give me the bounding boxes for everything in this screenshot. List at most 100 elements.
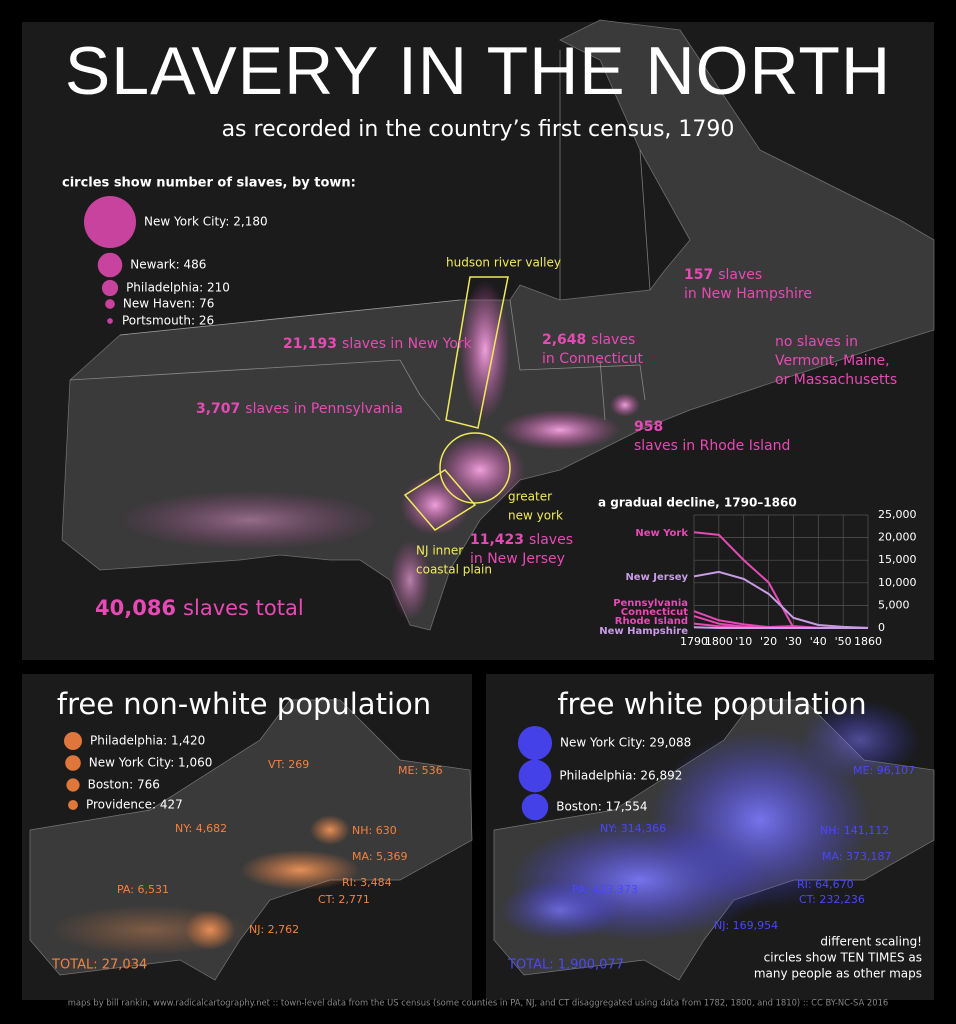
series-line bbox=[693, 570, 869, 629]
legend-circle bbox=[65, 755, 81, 771]
state-label: RI: 3,484 bbox=[342, 876, 392, 889]
state-label: ME: 536 bbox=[398, 764, 443, 777]
title: SLAVERY IN THE NORTH bbox=[65, 33, 891, 109]
annotation-text: no slaves in bbox=[775, 334, 858, 350]
total-number: 40,086 bbox=[95, 596, 176, 620]
state-label: NH: 141,112 bbox=[820, 824, 889, 837]
annotation-number: 2,648 bbox=[542, 332, 586, 348]
y-tick-label: 10,000 bbox=[878, 576, 917, 589]
annotation-text: slaves bbox=[529, 532, 573, 548]
legend-circle bbox=[521, 793, 549, 821]
legend-circle bbox=[101, 279, 119, 297]
annotation-text: slaves in Rhode Island bbox=[634, 438, 790, 454]
state-label: PA: 6,531 bbox=[117, 883, 169, 896]
region-boxes bbox=[403, 276, 511, 531]
legend-label: Philadelphia: 210 bbox=[126, 281, 230, 295]
x-tick-label: '30 bbox=[785, 635, 802, 648]
y-tick-label: 15,000 bbox=[878, 553, 917, 566]
legend-label: Philadelphia: 26,892 bbox=[559, 769, 682, 783]
legend-circle bbox=[68, 800, 78, 810]
state-label: NY: 4,682 bbox=[175, 822, 227, 835]
footer: maps by bill rankin, www.radicalcartogra… bbox=[68, 998, 888, 1008]
legend-label: Boston: 17,554 bbox=[556, 800, 647, 814]
series-label: New Hampshire bbox=[599, 626, 688, 637]
total-text: slaves total bbox=[183, 596, 304, 620]
annotation-text: in New Jersey bbox=[470, 551, 565, 567]
state-label: MA: 5,369 bbox=[352, 850, 408, 863]
y-tick-label: 5,000 bbox=[878, 598, 910, 611]
legend-circle bbox=[83, 195, 137, 249]
region-label: NJ inner bbox=[416, 544, 463, 558]
x-tick-label: 1790 bbox=[680, 635, 708, 648]
annotation-text: slaves bbox=[718, 267, 762, 283]
legend-label: Boston: 766 bbox=[88, 778, 160, 792]
white-density bbox=[500, 700, 920, 940]
annotation-text: slaves in New York bbox=[342, 336, 473, 352]
nonwhite-density bbox=[50, 815, 360, 955]
annotation-text: in New Hampshire bbox=[684, 286, 812, 302]
state-label: NH: 630 bbox=[352, 824, 397, 837]
annotation-number: 21,193 bbox=[283, 336, 337, 352]
legend-label: Newark: 486 bbox=[130, 258, 206, 272]
legend-circle bbox=[107, 318, 113, 324]
state-label: NJ: 2,762 bbox=[249, 923, 299, 936]
series-line bbox=[693, 626, 868, 629]
annotation-number: 157 bbox=[684, 267, 713, 283]
annotation: 21,193 slaves in New York bbox=[283, 336, 473, 352]
annotation-text: slaves in Pennsylvania bbox=[245, 401, 403, 417]
total: 40,086 slaves total bbox=[95, 596, 304, 620]
state-label: NJ: 169,954 bbox=[714, 919, 778, 932]
x-tick-label: 1860 bbox=[854, 635, 882, 648]
region-label: coastal plain bbox=[416, 563, 492, 577]
annotation-text: or Massachusetts bbox=[775, 372, 897, 388]
state-borders bbox=[69, 50, 651, 421]
legend-circle bbox=[66, 778, 80, 792]
annotation: 157 slaves in New Hampshire bbox=[684, 267, 812, 302]
legend-title: circles show number of slaves, by town: bbox=[62, 176, 356, 191]
chart-title: a gradual decline, 1790–1860 bbox=[598, 496, 797, 510]
series-label: Pennsylvania bbox=[613, 598, 688, 609]
annotation-number: 3,707 bbox=[196, 401, 240, 417]
scale-note: circles show TEN TIMES as bbox=[764, 951, 922, 965]
series-label: Connecticut bbox=[621, 607, 688, 618]
legend-label: New Haven: 76 bbox=[123, 297, 215, 311]
legend-circle bbox=[105, 299, 115, 309]
legend-label: New York City: 29,088 bbox=[560, 736, 691, 750]
y-tick-label: 20,000 bbox=[878, 531, 917, 544]
annotation: 3,707 slaves in Pennsylvania bbox=[196, 401, 403, 417]
legend-label: Providence: 427 bbox=[86, 798, 183, 812]
series-label: Rhode Island bbox=[615, 616, 688, 627]
annotation-number: 11,423 bbox=[470, 532, 524, 548]
x-tick-label: '40 bbox=[810, 635, 827, 648]
region-label: hudson river valley bbox=[446, 256, 561, 270]
annotation: 958 slaves in Rhode Island bbox=[634, 419, 790, 454]
panel-total: TOTAL: 1,900,077 bbox=[507, 958, 624, 973]
state-label: PA: 423,373 bbox=[572, 883, 638, 896]
state-label: CT: 232,236 bbox=[799, 893, 865, 906]
state-label: ME: 96,107 bbox=[853, 764, 915, 777]
panel-total: TOTAL: 27,034 bbox=[51, 958, 147, 973]
annotation-text: slaves bbox=[591, 332, 635, 348]
annotation: no slaves in Vermont, Maine, or Massachuse… bbox=[775, 334, 897, 388]
annotation: 2,648 slaves in Connecticut bbox=[542, 332, 644, 367]
legend-label: Portsmouth: 26 bbox=[122, 314, 214, 328]
x-tick-label: 1800 bbox=[705, 635, 733, 648]
annotation-text: in Connecticut bbox=[542, 351, 644, 367]
annotation-text: Vermont, Maine, bbox=[775, 353, 890, 369]
scale-note: many people as other maps bbox=[754, 967, 922, 981]
legend-label: New York City: 1,060 bbox=[89, 756, 213, 770]
region-label: greater bbox=[508, 490, 552, 504]
legend-label: New York City: 2,180 bbox=[144, 215, 268, 229]
x-tick-label: '20 bbox=[760, 635, 777, 648]
region-label: new york bbox=[508, 509, 563, 523]
state-label: MA: 373,187 bbox=[822, 850, 892, 863]
y-tick-label: 25,000 bbox=[878, 508, 917, 521]
legend-circle bbox=[97, 252, 123, 278]
legend-circle bbox=[518, 759, 552, 793]
state-label: RI: 64,670 bbox=[797, 878, 854, 891]
legend-label: Philadelphia: 1,420 bbox=[90, 734, 205, 748]
slave-density bbox=[120, 280, 640, 620]
annotation-number: 958 bbox=[634, 419, 663, 435]
legend-circle bbox=[517, 725, 553, 761]
